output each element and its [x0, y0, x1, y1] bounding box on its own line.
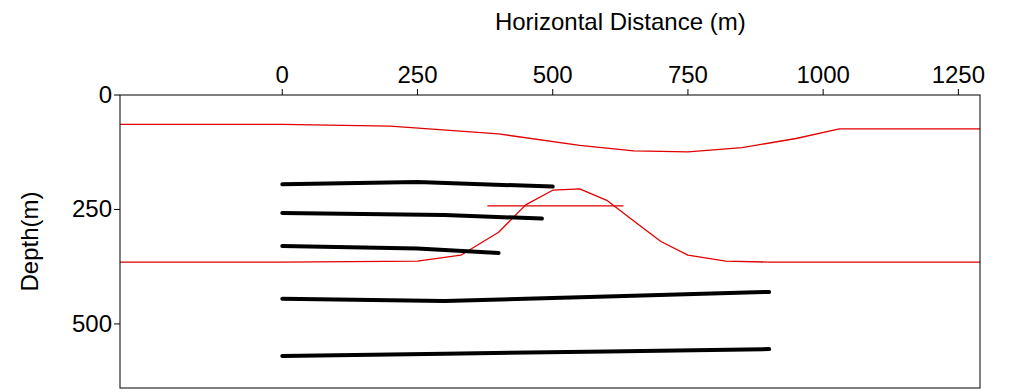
interface-line	[120, 189, 980, 262]
x-tick	[417, 89, 418, 95]
reflector-line	[282, 246, 498, 253]
chart: 0 250 500 750 1000 1250 0 250 500 Horizontal Dist…	[0, 0, 1018, 392]
x-tick	[552, 89, 553, 95]
y-tick	[114, 209, 120, 210]
y-axis-title: Depth(m)	[16, 191, 43, 291]
interface-line	[488, 205, 623, 206]
x-tick-label: 500	[533, 61, 573, 88]
y-tick-label: 500	[72, 310, 112, 337]
interface-line	[120, 124, 980, 152]
y-tick-label: 0	[99, 81, 112, 108]
y-tick	[114, 95, 120, 96]
y-tick	[114, 323, 120, 324]
y-tick-label: 250	[72, 195, 112, 222]
x-tick-label: 0	[276, 61, 289, 88]
plot-area	[120, 124, 980, 356]
frame	[120, 95, 980, 388]
reflector-line	[282, 292, 769, 301]
reflector-line	[282, 182, 552, 187]
x-tick-label: 1000	[796, 61, 849, 88]
x-tick	[282, 89, 283, 95]
x-axis-title: Horizontal Distance (m)	[495, 8, 746, 35]
reflector-line	[282, 213, 542, 219]
x-tick-label: 1250	[932, 61, 985, 88]
x-tick	[823, 89, 824, 95]
x-tick-label: 250	[397, 61, 437, 88]
reflector-line	[282, 349, 769, 356]
x-tick	[958, 89, 959, 95]
x-tick	[687, 89, 688, 95]
x-tick-label: 750	[668, 61, 708, 88]
